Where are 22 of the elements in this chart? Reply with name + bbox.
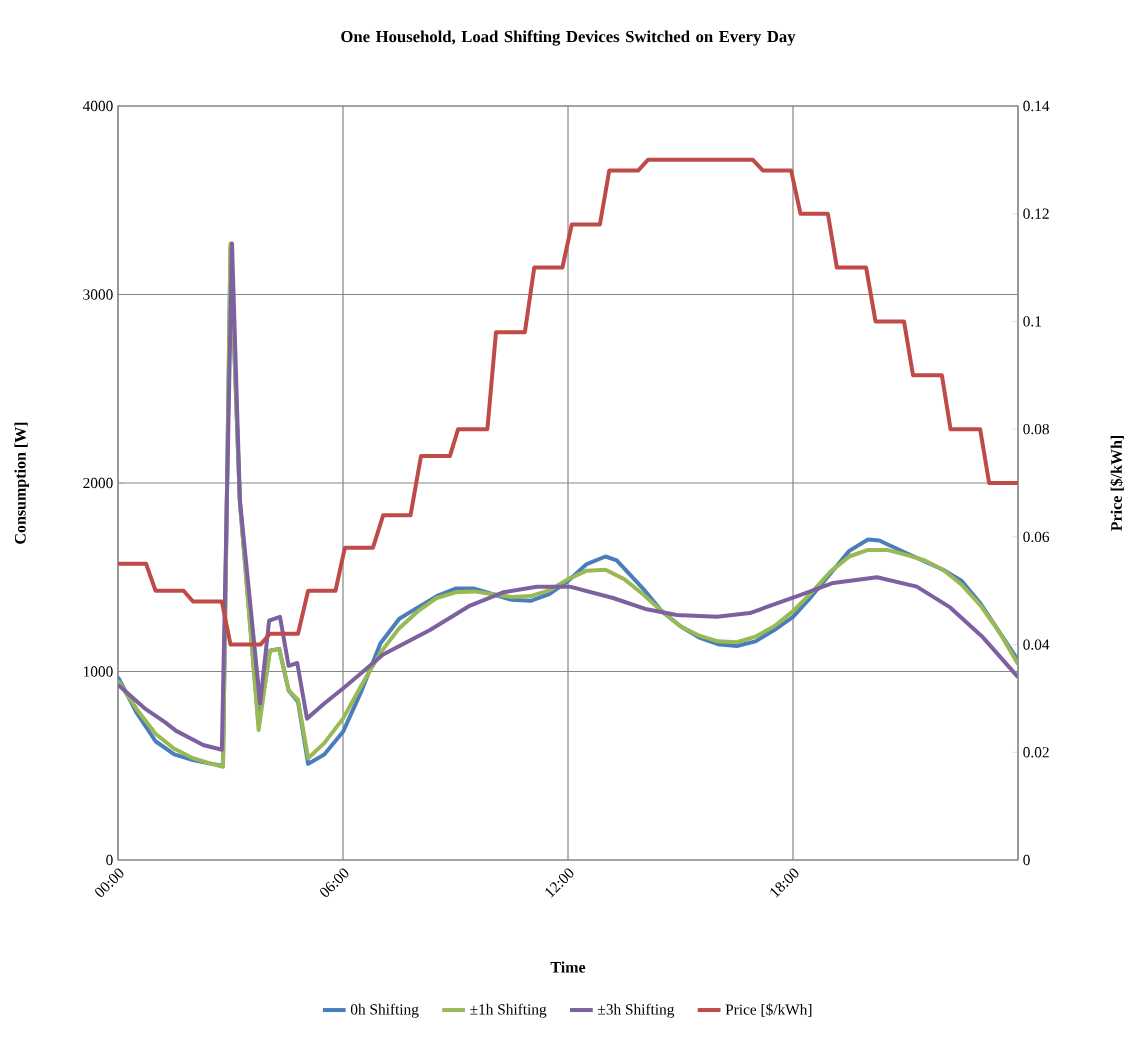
line-series (118, 157, 1019, 647)
y-axis-title: Consumption [W] (14, 422, 29, 544)
y2-tick-label: 0.06 (1023, 531, 1050, 543)
y-tick-label: 3000 (83, 289, 113, 300)
legend-label: Price [$/kWh] (725, 1003, 812, 1017)
y2-tick-label: 0.08 (1023, 423, 1049, 435)
y-tick-label: 4000 (82, 100, 113, 112)
y2-tick-label: 0.12 (1023, 208, 1049, 219)
y2-tick-label: 0.1 (1023, 316, 1041, 327)
x-axis-title: Time (550, 961, 586, 973)
y2-tick-label: 0.02 (1023, 747, 1049, 758)
legend-label: ±3h Shifting (598, 1003, 675, 1018)
y-tick-label: 1000 (83, 666, 113, 677)
chart-title: One Household, Load Shifting Devices Switched on Every Day (341, 30, 796, 46)
y2-axis-title: Price [$/kWh] (1110, 435, 1124, 531)
y2-tick-label: 0 (1023, 854, 1030, 866)
legend-label: 0h Shifting (350, 1003, 419, 1018)
legend-label: ±1h Shifting (470, 1003, 547, 1018)
y-tick-label: 2000 (83, 477, 113, 489)
y-tick-label: 0 (106, 854, 113, 866)
y2-tick-label: 0.04 (1023, 639, 1050, 650)
y2-tick-label: 0.14 (1023, 100, 1050, 112)
